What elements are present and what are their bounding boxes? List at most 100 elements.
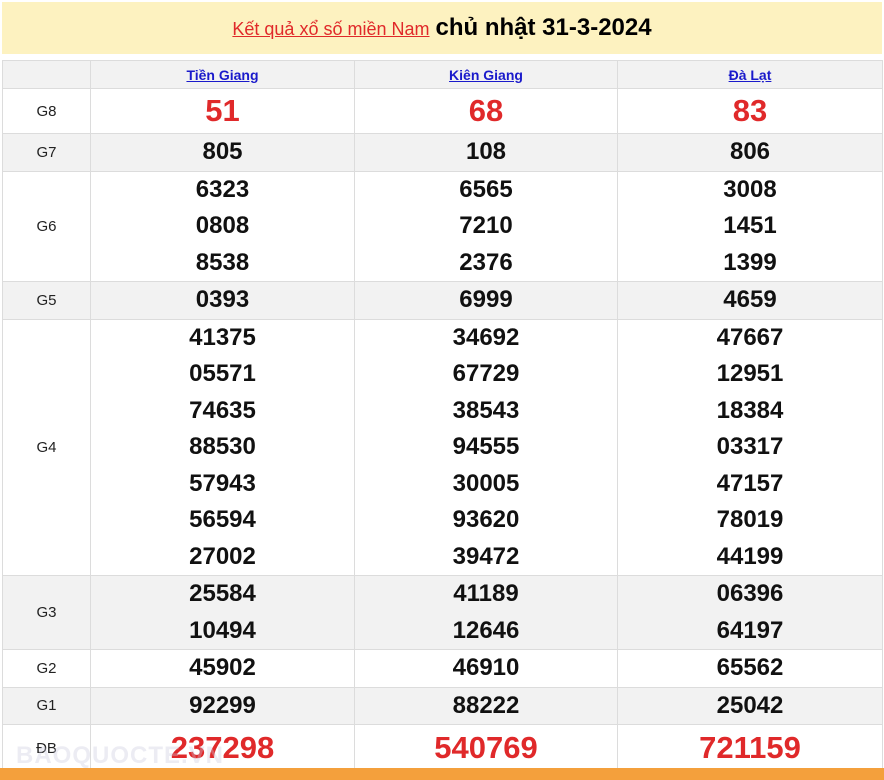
prize-number: 805 [202, 138, 243, 165]
prize-number: 57943 [189, 469, 256, 497]
prize-number: 94555 [452, 433, 520, 460]
prize-row: G6 6323 0808 8538 6565 7210 2376 3008 1451 1399 [2, 170, 883, 282]
prize-number: 88222 [452, 691, 520, 719]
prize-cell: 721159 [617, 724, 883, 772]
prize-number: 41189 [453, 580, 519, 607]
prize-number: 46910 [452, 654, 520, 681]
prize-cell: 41189 12646 [354, 575, 618, 650]
prize-number: 12951 [716, 360, 784, 387]
province-link[interactable]: Đà Lạt [728, 66, 772, 83]
prize-row: G8 51 68 83 [2, 88, 883, 134]
prize-label: G1 [2, 686, 91, 725]
results-table: Tiền Giang Kiên Giang Đà Lạt G8 51 68 83 G7 8… [2, 60, 883, 772]
prize-cell: 47667 12951 18384 03317 47157 78019 44199 [617, 318, 883, 576]
prize-row: G7 805 108 806 [2, 133, 883, 172]
prize-number: 237298 [170, 730, 275, 765]
prize-cell: 65562 [617, 649, 883, 688]
prize-cell: 92299 [90, 686, 355, 725]
prize-number: 83 [732, 93, 768, 128]
prize-number: 93620 [452, 506, 520, 533]
prize-number: 108 [465, 138, 507, 165]
prize-number: 88530 [189, 433, 256, 460]
prize-label: G3 [2, 575, 91, 650]
prize-cell: 88222 [354, 686, 618, 725]
prize-cell: 34692 67729 38543 94555 30005 93620 39472 [354, 318, 618, 576]
prize-cell: 41375 05571 74635 88530 57943 56594 27002 [90, 318, 355, 576]
prize-cell: 4659 [617, 281, 883, 320]
prize-cell: 45902 [90, 649, 355, 688]
prize-number: 25584 [189, 580, 256, 607]
prize-number: 41375 [189, 323, 256, 351]
prize-number: 27002 [189, 542, 256, 570]
prize-number: 806 [729, 138, 771, 165]
prize-number: 25042 [716, 691, 784, 719]
prize-label: G2 [2, 649, 91, 688]
prize-number: 03317 [716, 433, 784, 460]
prize-number: 1451 [723, 212, 777, 239]
prize-label: G8 [2, 88, 91, 134]
prize-number: 56594 [189, 506, 256, 533]
prize-number: 64197 [716, 616, 784, 644]
prize-number: 47667 [716, 323, 784, 351]
prize-label: G4 [2, 318, 91, 576]
prize-number: 06396 [716, 580, 784, 607]
prize-number: 721159 [699, 730, 801, 765]
prize-number: 540769 [434, 730, 538, 765]
prize-number: 51 [205, 93, 240, 128]
prize-number: 38543 [452, 396, 520, 424]
prize-cell: 0393 [90, 281, 355, 320]
prize-cell: 237298 [90, 724, 355, 772]
prize-cell: 540769 [354, 724, 618, 772]
prize-row: G3 25584 10494 41189 12646 06396 64197 [2, 575, 883, 650]
prize-number: 6999 [459, 286, 513, 313]
prize-number: 6565 [459, 175, 513, 203]
prize-cell: 51 [90, 88, 355, 134]
prize-number: 1399 [723, 248, 777, 276]
prize-number: 8538 [195, 248, 250, 276]
prize-number: 34692 [452, 323, 520, 351]
prize-label: G5 [2, 281, 91, 320]
prize-cell: 6999 [354, 281, 618, 320]
prize-number: 18384 [716, 396, 784, 424]
prize-row: G2 45902 46910 65562 [2, 649, 883, 688]
prize-cell: 25584 10494 [90, 575, 355, 650]
prize-row: ĐB 237298 540769 721159 [2, 724, 883, 772]
province-link[interactable]: Tiền Giang [186, 66, 259, 83]
watermark: BAOQUOCTE.VN [16, 742, 225, 769]
results-link[interactable]: Kết quả xổ số miền Nam [232, 19, 430, 39]
footer-bar [0, 768, 884, 780]
prize-cell: 6565 7210 2376 [354, 170, 618, 282]
prize-number: 39472 [452, 542, 520, 570]
prize-row: G5 0393 6999 4659 [2, 281, 883, 320]
prize-cell: 06396 64197 [617, 575, 883, 650]
prize-row: G1 92299 88222 25042 [2, 686, 883, 725]
province-link[interactable]: Kiên Giang [449, 66, 523, 83]
prize-cell: 83 [617, 88, 883, 134]
prize-number: 78019 [716, 506, 784, 533]
prize-label: ĐB [2, 724, 91, 772]
title-bar: Kết quả xổ số miền Nam chủ nhật 31-3-2024 [2, 2, 882, 54]
prize-number: 12646 [452, 616, 520, 644]
prize-cell: 25042 [617, 686, 883, 725]
province-header: Tiền Giang Kiên Giang Đà Lạt [2, 60, 883, 89]
prize-number: 0808 [195, 212, 250, 239]
prize-label: G7 [2, 133, 91, 172]
prize-cell: 3008 1451 1399 [617, 170, 883, 282]
prize-cell: 805 [90, 133, 355, 172]
prize-number: 3008 [723, 175, 777, 203]
prize-number: 45902 [189, 654, 256, 681]
prize-number: 68 [468, 93, 504, 128]
draw-date: chủ nhật 31-3-2024 [435, 14, 652, 41]
prize-cell: 68 [354, 88, 618, 134]
prize-number: 44199 [716, 542, 784, 570]
prize-number: 30005 [452, 469, 520, 497]
prize-cell: 806 [617, 133, 883, 172]
prize-label: G6 [2, 170, 91, 282]
prize-cell: 108 [354, 133, 618, 172]
prize-number: 7210 [459, 212, 513, 239]
prize-number: 05571 [189, 360, 256, 387]
prize-number: 47157 [716, 469, 784, 497]
prize-number: 67729 [452, 360, 520, 387]
prize-number: 10494 [189, 616, 256, 644]
prize-number: 65562 [716, 654, 784, 681]
